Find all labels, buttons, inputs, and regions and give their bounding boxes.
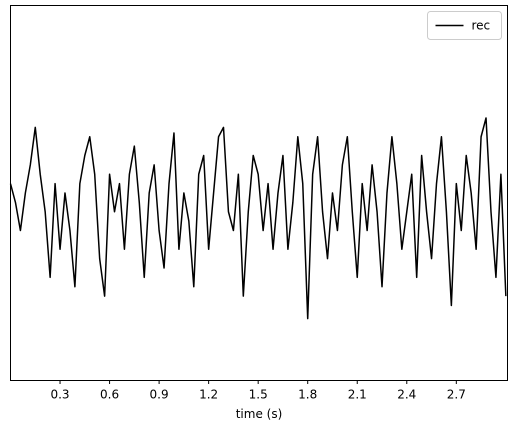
x-tick-label: 2.4 [397,388,416,402]
x-tick-label: 0.3 [50,388,69,402]
x-axis-label: time (s) [236,407,283,421]
x-tick-label: 1.2 [199,388,218,402]
x-tick-label: 2.1 [348,388,367,402]
plot-frame [10,5,508,381]
x-tick-label: 2.7 [447,388,466,402]
data-line [9,117,507,320]
x-tick-label: 1.8 [298,388,317,402]
x-tick-label: 0.9 [150,388,169,402]
legend-label: rec [472,19,491,33]
legend-box [427,11,502,40]
x-tick-label: 0.6 [100,388,119,402]
x-tick-label: 1.5 [249,388,268,402]
